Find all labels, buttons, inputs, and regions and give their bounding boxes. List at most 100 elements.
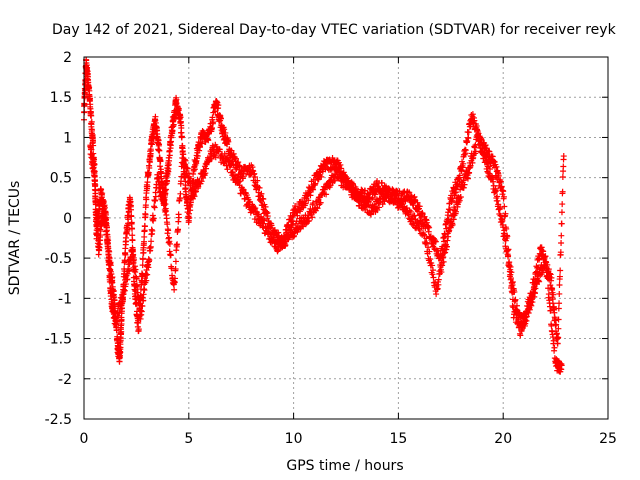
data-point [507, 263, 514, 270]
data-point [160, 194, 167, 201]
data-point [500, 188, 507, 195]
y-tick-label: -0.5 [45, 251, 72, 267]
data-point [508, 269, 515, 276]
data-point [486, 148, 493, 155]
data-point [307, 192, 314, 199]
data-point [118, 300, 125, 307]
data-point [151, 204, 158, 211]
data-point [180, 151, 187, 158]
data-point [551, 344, 558, 351]
data-point [456, 172, 463, 179]
data-point [558, 232, 565, 239]
data-point [92, 182, 99, 189]
data-point [141, 233, 148, 240]
data-point [419, 219, 426, 226]
data-point [129, 246, 136, 253]
series-SDTVAR-b [87, 131, 567, 347]
data-point [306, 217, 313, 224]
data-point [382, 194, 389, 201]
data-point [202, 170, 209, 177]
data-point [228, 161, 235, 168]
data-point [128, 213, 135, 220]
data-point [136, 296, 143, 303]
data-point [527, 299, 534, 306]
data-point [558, 209, 565, 216]
data-point [181, 156, 188, 163]
data-point [416, 203, 423, 210]
data-point [117, 344, 124, 351]
data-point [507, 275, 514, 282]
data-point [531, 276, 538, 283]
data-point [86, 95, 93, 102]
data-point [161, 196, 168, 203]
data-point [260, 196, 267, 202]
data-point [487, 165, 494, 172]
data-point [215, 102, 222, 109]
data-point [434, 285, 441, 292]
data-point [312, 180, 319, 187]
data-point [361, 195, 368, 202]
x-axis-label: GPS time / hours [286, 458, 403, 474]
data-point [178, 133, 185, 140]
data-point [84, 70, 91, 77]
data-point [305, 197, 312, 204]
data-point [105, 245, 112, 252]
plot-frame [83, 56, 609, 420]
data-point [430, 274, 437, 281]
data-point [460, 177, 467, 184]
data-point [225, 138, 232, 145]
data-point [146, 257, 153, 264]
data-point [251, 170, 258, 177]
data-point [527, 302, 534, 309]
data-point [540, 248, 547, 255]
data-point [229, 168, 236, 175]
data-point [426, 224, 433, 231]
data-point [144, 271, 151, 278]
data-point [555, 305, 562, 312]
x-tick-label: 15 [389, 431, 407, 447]
data-point [368, 211, 375, 218]
data-point [149, 141, 156, 148]
data-point [170, 121, 177, 128]
data-point [131, 256, 138, 263]
data-point [296, 224, 303, 231]
data-point [555, 325, 562, 332]
data-point [187, 207, 194, 214]
data-point [142, 211, 149, 218]
y-tick-label: 0.5 [50, 171, 72, 187]
data-point [548, 274, 555, 281]
data-point [440, 258, 447, 265]
data-point [118, 316, 125, 323]
data-point [513, 302, 520, 309]
data-point [471, 117, 478, 124]
data-point [294, 212, 301, 219]
data-point [190, 171, 197, 178]
data-point [557, 249, 564, 256]
data-point [210, 119, 217, 126]
data-point [270, 230, 277, 237]
data-point [323, 191, 330, 198]
data-point [556, 281, 563, 288]
data-point [146, 159, 153, 166]
data-point [157, 158, 164, 165]
data-point [511, 288, 518, 295]
data-point [195, 183, 202, 190]
data-point [175, 214, 182, 221]
data-point [341, 173, 348, 180]
data-point [93, 197, 100, 204]
data-point [129, 237, 136, 244]
data-point [443, 243, 450, 250]
data-point [509, 279, 516, 286]
data-point [216, 146, 223, 153]
data-point [547, 271, 554, 278]
data-point [517, 332, 524, 339]
data-point [275, 229, 282, 236]
data-point [140, 249, 147, 256]
data-point [99, 190, 106, 197]
data-point [500, 224, 507, 231]
data-point [241, 195, 248, 202]
data-point [142, 202, 149, 209]
data-point [524, 309, 531, 316]
data-point [172, 275, 179, 282]
x-tick-label: 5 [184, 431, 193, 447]
